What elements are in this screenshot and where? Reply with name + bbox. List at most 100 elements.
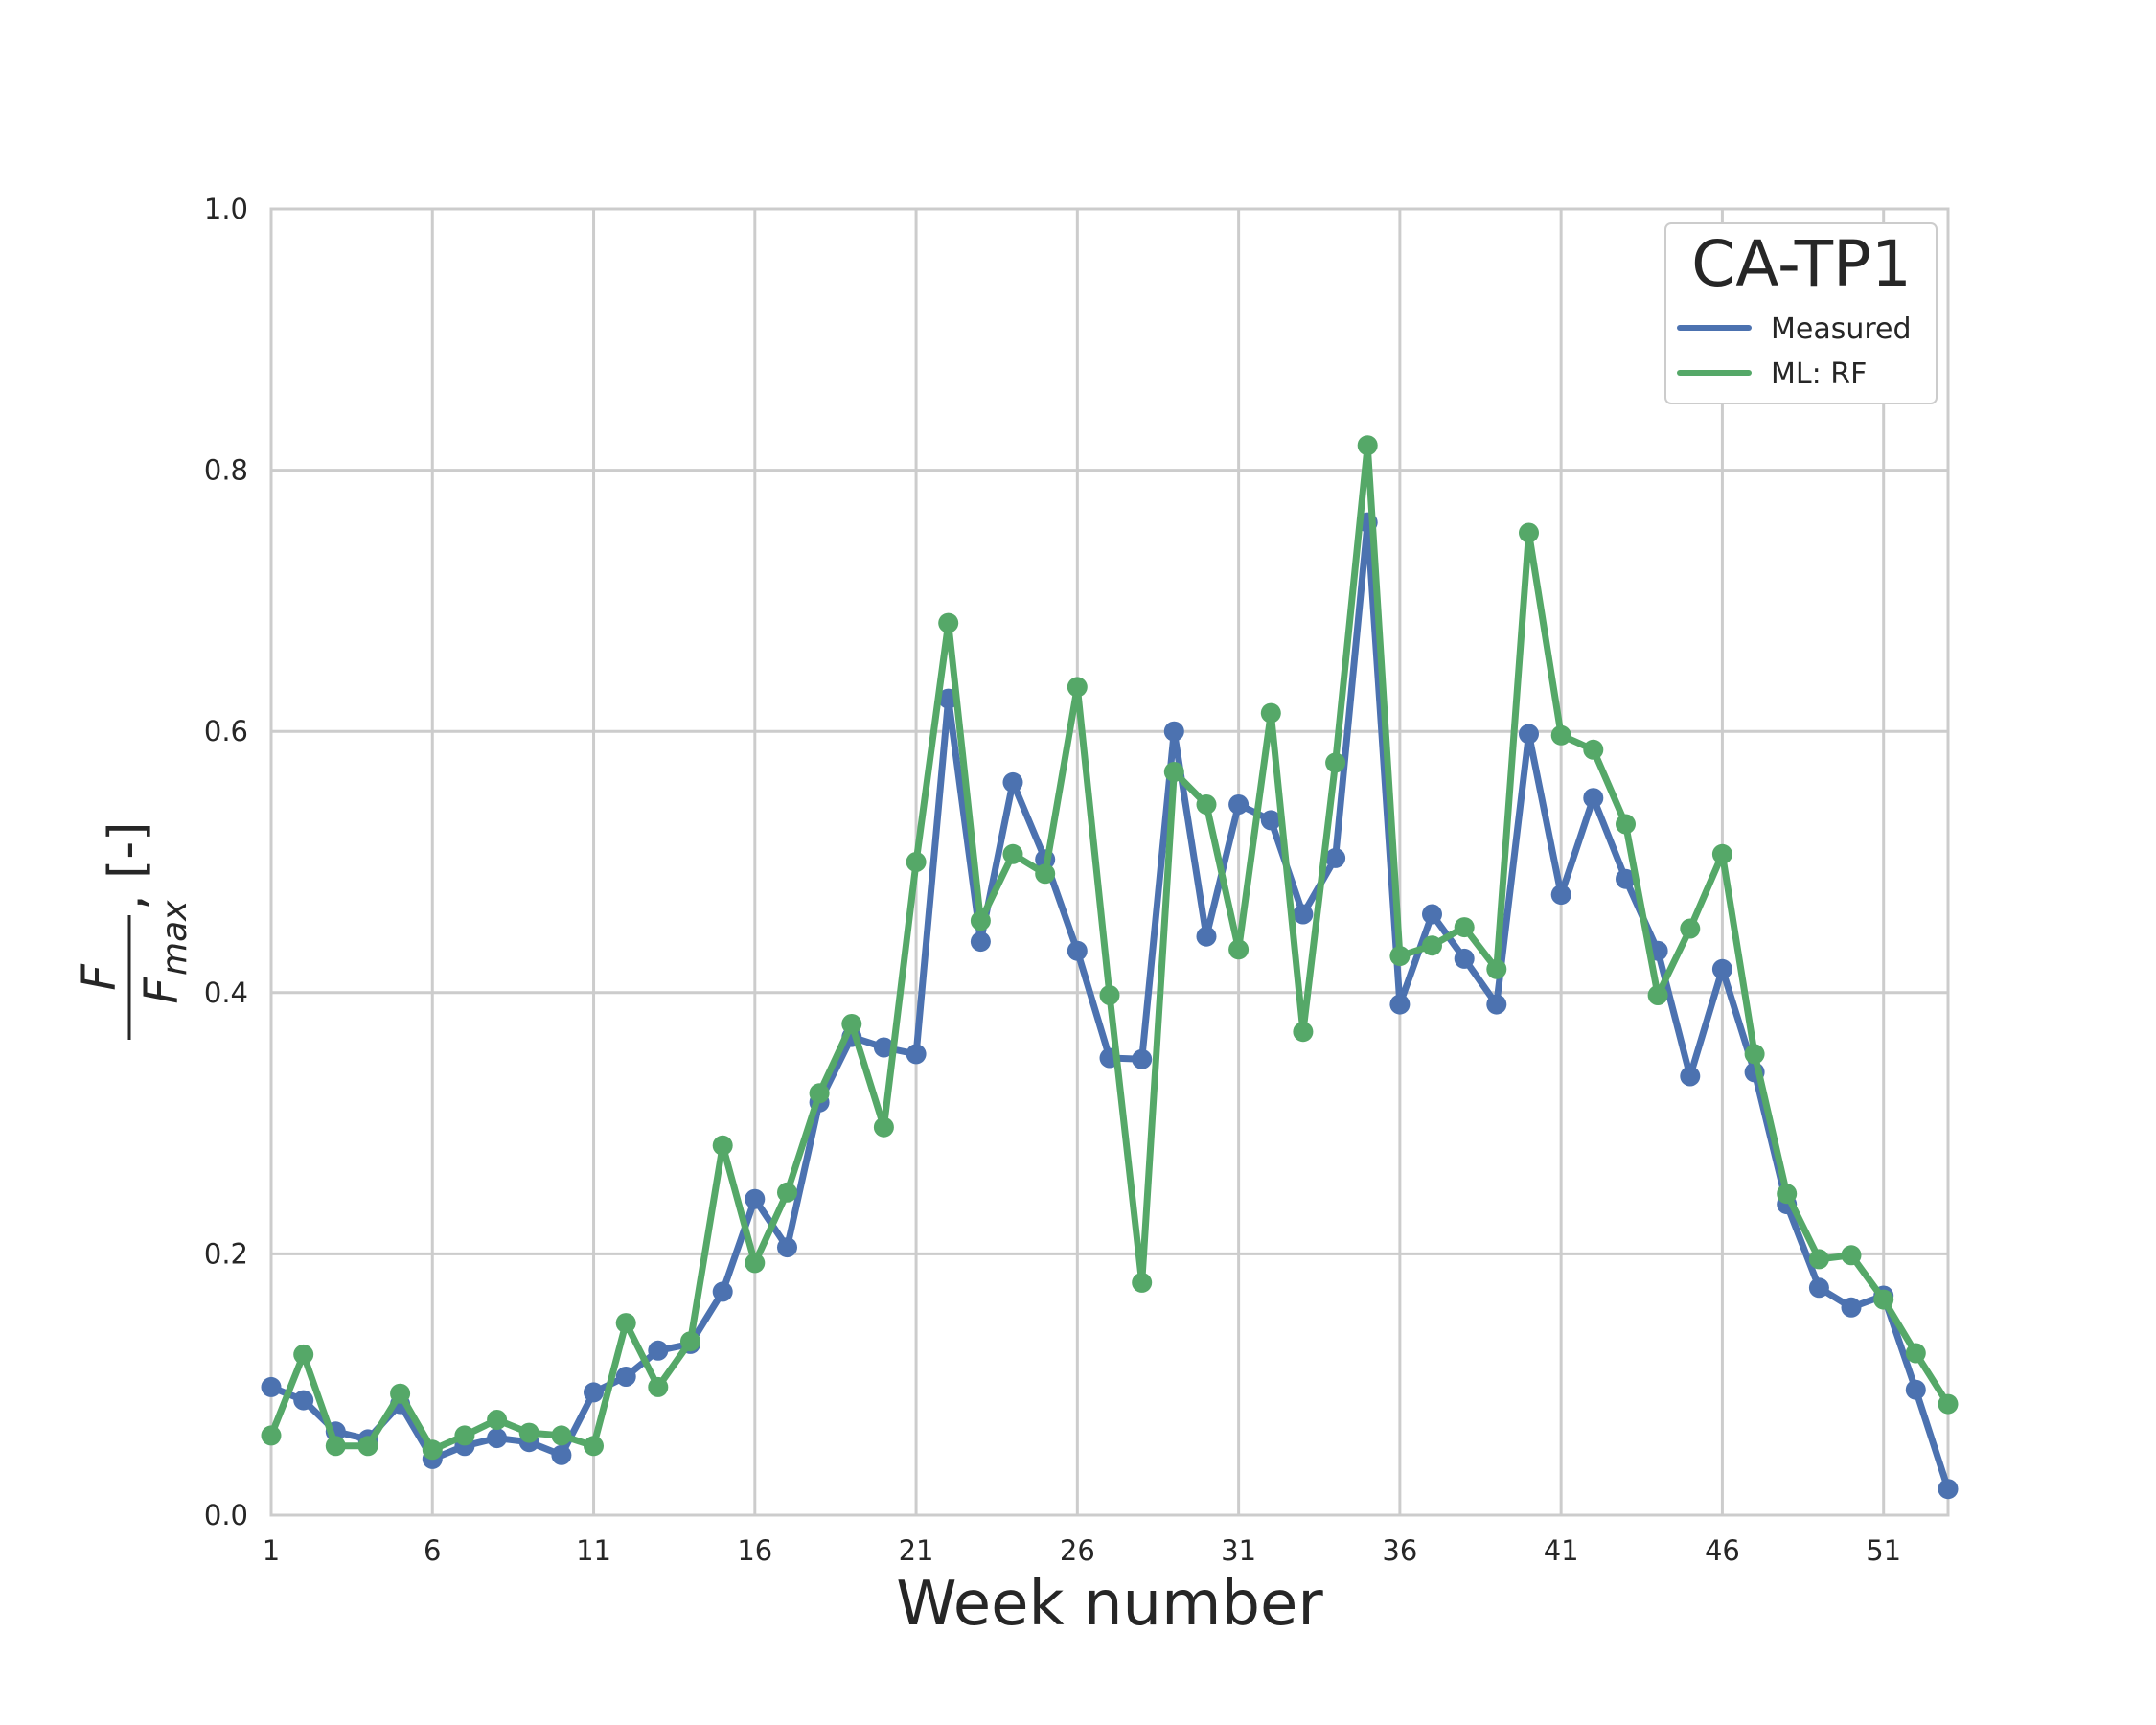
x-tick-label: 16 (737, 1534, 772, 1567)
x-tick-label: 21 (899, 1534, 934, 1567)
data-point-ml-rf (1841, 1245, 1862, 1266)
data-point-ml-rf (584, 1436, 604, 1457)
data-point-ml-rf (487, 1410, 508, 1430)
x-tick-label: 46 (1705, 1534, 1740, 1567)
data-point-ml-rf (873, 1116, 894, 1138)
data-point-ml-rf (745, 1253, 766, 1274)
data-point-measured (615, 1367, 636, 1387)
data-point-ml-rf (1873, 1289, 1894, 1310)
data-point-measured (1583, 788, 1604, 809)
data-point-ml-rf (1680, 918, 1701, 939)
data-point-ml-rf (454, 1425, 475, 1446)
data-point-ml-rf (777, 1182, 797, 1203)
data-point-ml-rf (1196, 794, 1217, 815)
data-point-ml-rf (1647, 985, 1668, 1005)
data-point-measured (1293, 904, 1314, 925)
data-point-ml-rf (1808, 1249, 1829, 1270)
x-tick-label: 36 (1382, 1534, 1417, 1567)
data-point-measured (584, 1382, 604, 1403)
series-layer (261, 435, 1959, 1500)
x-tick-label: 41 (1544, 1534, 1579, 1567)
data-point-ml-rf (809, 1083, 830, 1104)
x-tick-label: 6 (424, 1534, 441, 1567)
data-point-measured (1486, 994, 1507, 1015)
data-point-measured (1680, 1066, 1701, 1087)
data-point-ml-rf (1357, 435, 1378, 456)
x-tick-label: 51 (1866, 1534, 1901, 1567)
data-point-measured (1163, 721, 1184, 742)
data-point-measured (1454, 948, 1475, 969)
data-point-ml-rf (1002, 843, 1023, 864)
data-point-ml-rf (841, 1014, 862, 1034)
data-point-measured (1938, 1479, 1959, 1500)
data-point-ml-rf (1260, 702, 1281, 724)
y-tick-label: 0.6 (204, 715, 248, 748)
data-point-ml-rf (712, 1135, 733, 1156)
tick-labels: 1 6 11 16 21 26 31 36 41 46 510.00.20.40.60.81.0 (204, 193, 1901, 1567)
data-point-ml-rf (1389, 946, 1411, 967)
data-point-ml-rf (1422, 935, 1442, 956)
y-axis-label: F F max , [-] (73, 822, 195, 1040)
data-point-ml-rf (551, 1425, 572, 1446)
data-point-measured (1905, 1379, 1926, 1400)
data-point-ml-rf (938, 612, 959, 633)
x-axis-label: Week number (896, 1569, 1323, 1640)
data-point-measured (906, 1044, 927, 1065)
data-point-ml-rf (1099, 985, 1120, 1005)
data-point-ml-rf (1711, 843, 1732, 864)
data-point-ml-rf (1905, 1343, 1926, 1364)
data-point-measured (1002, 771, 1023, 793)
y-tick-label: 0.2 (204, 1237, 248, 1270)
data-point-ml-rf (390, 1383, 411, 1404)
data-point-measured (648, 1340, 669, 1361)
data-point-ml-rf (1616, 814, 1636, 835)
data-point-ml-rf (1163, 762, 1184, 782)
data-point-measured (1228, 794, 1250, 815)
series-ml-rf (261, 435, 1959, 1460)
data-point-ml-rf (1550, 724, 1571, 746)
legend: CA-TP1 Measured ML: RF (1664, 222, 1938, 404)
data-point-measured (777, 1237, 797, 1258)
data-point-measured (293, 1390, 314, 1411)
plot-frame (269, 207, 1950, 1517)
data-point-ml-rf (1454, 917, 1475, 938)
data-point-measured (1196, 926, 1217, 947)
data-point-measured (1422, 904, 1442, 925)
data-point-ml-rf (293, 1344, 314, 1365)
data-point-ml-rf (970, 910, 991, 932)
data-point-measured (1389, 994, 1411, 1015)
data-point-measured (1519, 724, 1539, 745)
data-point-ml-rf (648, 1376, 669, 1397)
data-point-ml-rf (1035, 863, 1056, 885)
data-point-measured (487, 1428, 508, 1449)
data-point-ml-rf (518, 1422, 539, 1443)
legend-box (1664, 222, 1938, 404)
data-point-measured (1325, 847, 1346, 868)
data-point-measured (1616, 868, 1636, 889)
data-point-ml-rf (906, 852, 927, 872)
data-point-measured (712, 1281, 733, 1302)
data-point-measured (1550, 885, 1571, 906)
y-label-denominator-sub: max (155, 900, 195, 976)
data-point-ml-rf (1067, 677, 1088, 698)
data-point-measured (1808, 1277, 1829, 1299)
data-point-ml-rf (1938, 1393, 1959, 1414)
data-point-measured (261, 1376, 282, 1397)
data-point-ml-rf (1486, 958, 1507, 979)
data-point-ml-rf (422, 1439, 443, 1460)
legend-title: CA-TP1 (1691, 227, 1912, 301)
data-point-measured (873, 1037, 894, 1058)
data-point-ml-rf (1583, 739, 1604, 760)
data-point-ml-rf (615, 1313, 636, 1334)
data-point-ml-rf (680, 1331, 700, 1352)
data-point-measured (551, 1444, 572, 1465)
data-point-ml-rf (1744, 1044, 1765, 1065)
data-point-ml-rf (1228, 939, 1250, 960)
data-point-ml-rf (357, 1436, 378, 1457)
legend-label-ml-rf: ML: RF (1771, 357, 1867, 391)
y-label-denominator: F (135, 977, 189, 1004)
legend-label-measured: Measured (1771, 312, 1912, 346)
data-point-measured (1132, 1048, 1153, 1070)
data-point-ml-rf (325, 1436, 346, 1457)
